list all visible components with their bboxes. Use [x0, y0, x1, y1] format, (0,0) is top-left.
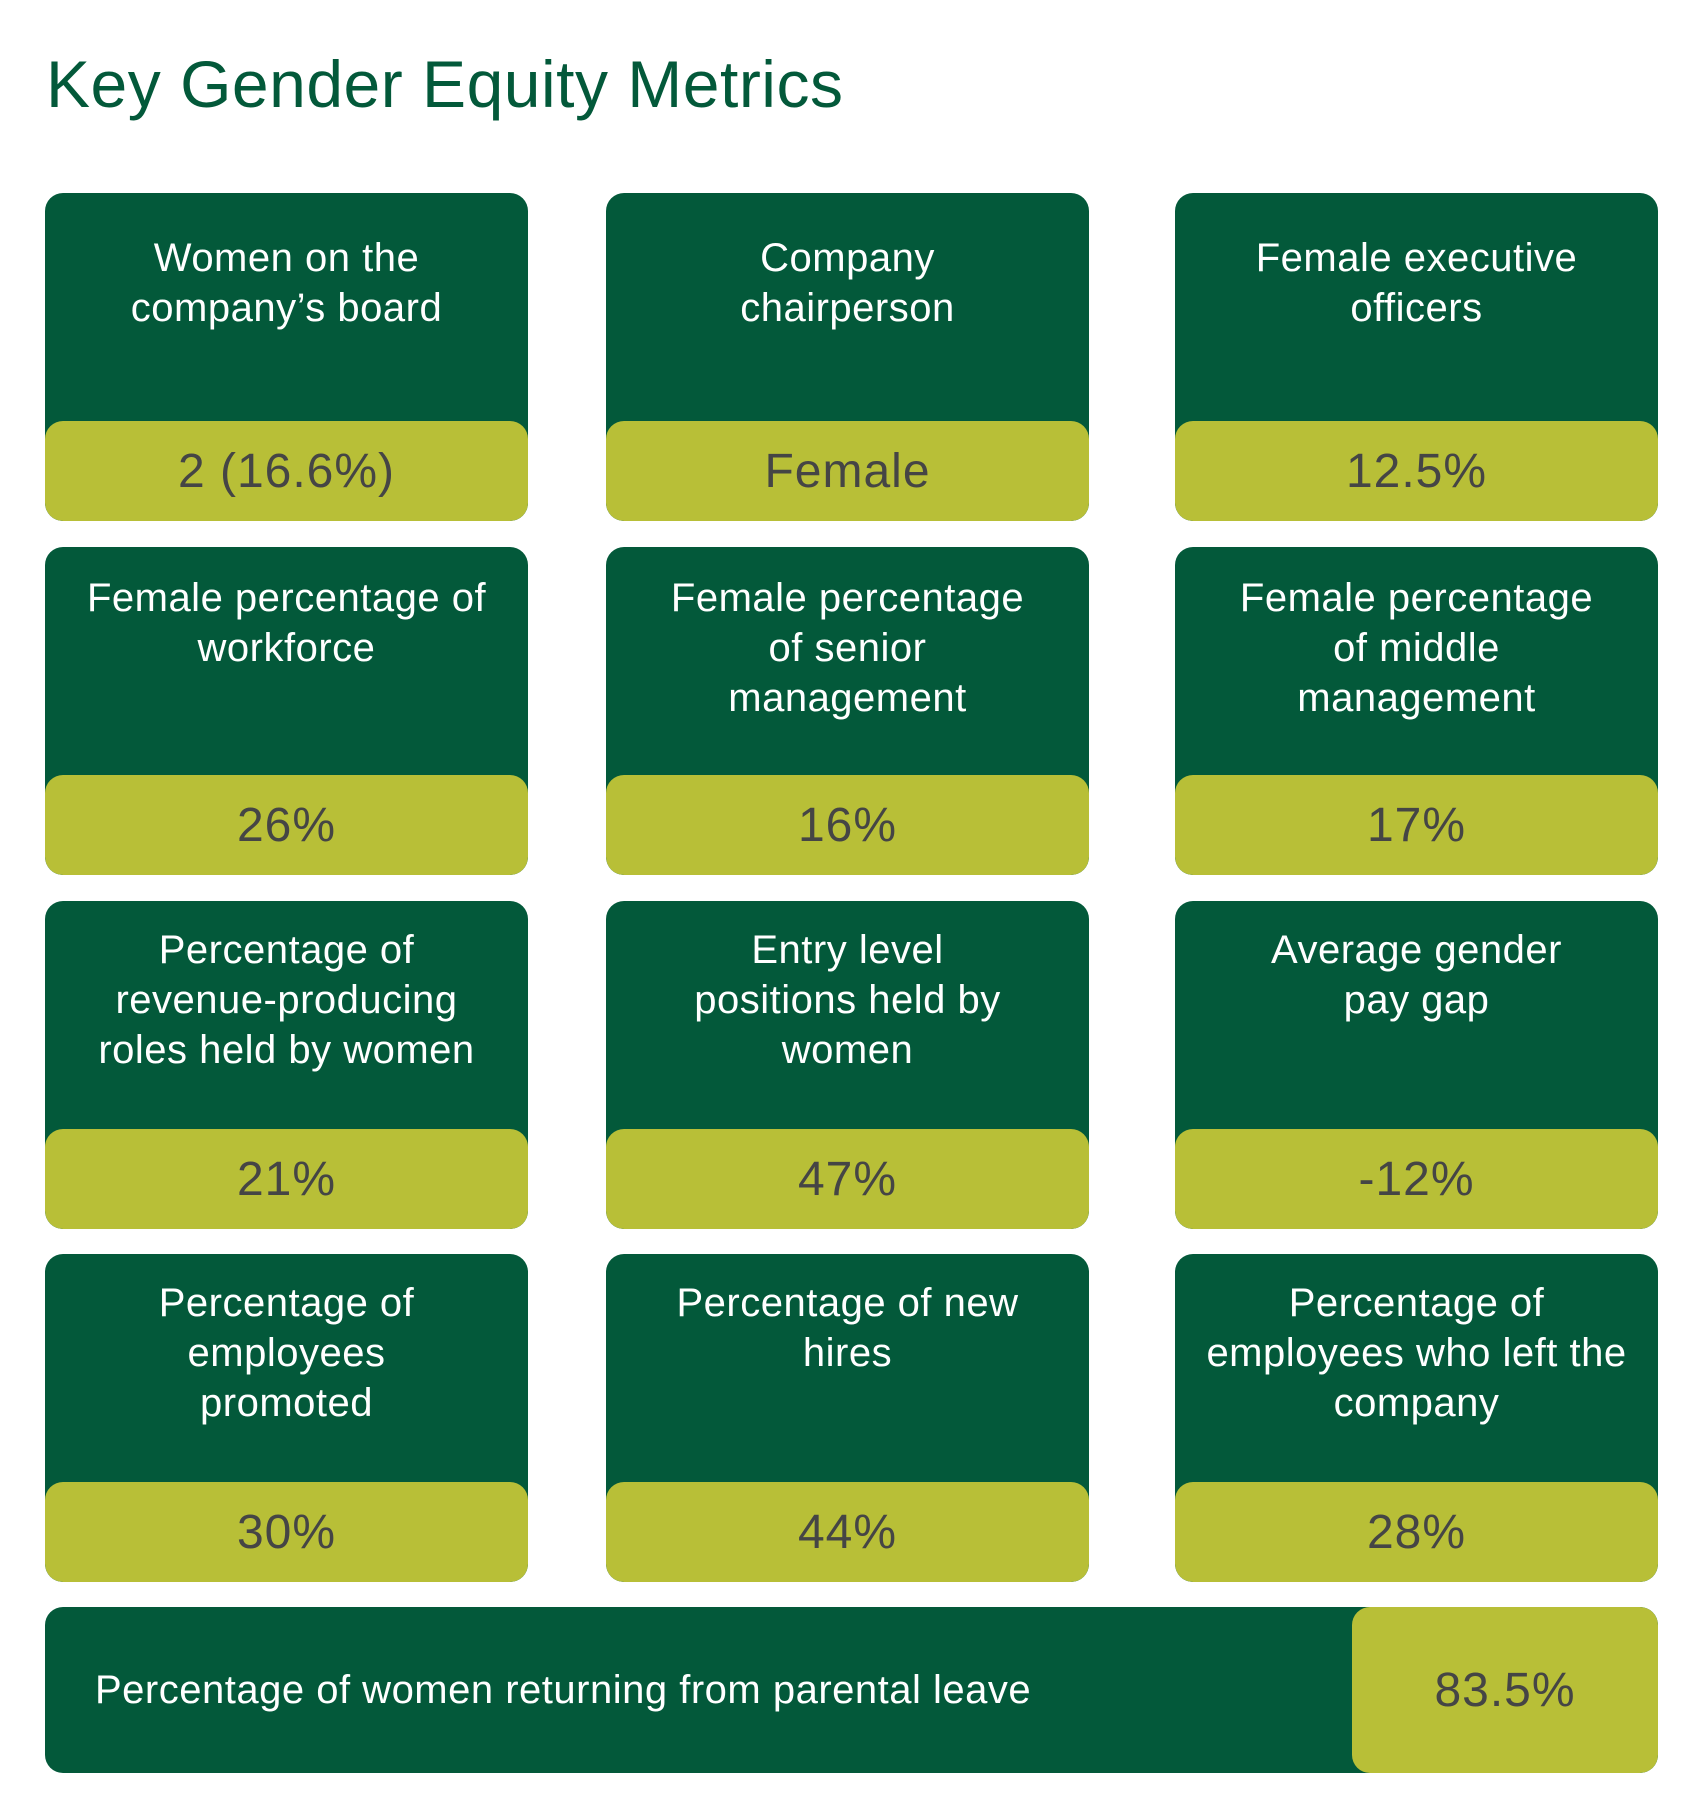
metric-label: Female percentage of workforce [86, 576, 487, 670]
metric-label: Percentage of new hires [676, 1281, 1019, 1375]
metric-label: Entry level positions held by women [694, 928, 1001, 1072]
metric-label: Female percentage of senior management [670, 576, 1025, 720]
metric-card-employees-left: Percentage of employees who left the com… [1175, 1254, 1658, 1582]
metric-card-board: Women on the company’s board 2 (16.6%) [45, 193, 528, 521]
metric-card-new-hires: Percentage of new hires 44% [606, 1254, 1089, 1582]
metric-value: 30% [45, 1482, 528, 1582]
metric-card-parental-leave: Percentage of women returning from paren… [45, 1607, 1658, 1773]
metric-label: Percentage of employees who left the com… [1206, 1281, 1627, 1425]
metric-value: 2 (16.6%) [45, 421, 528, 521]
metric-value: 28% [1175, 1482, 1658, 1582]
metric-label: Percentage of women returning from paren… [95, 1667, 1032, 1712]
page-title: Key Gender Equity Metrics [46, 47, 844, 121]
metric-value: 47% [606, 1129, 1089, 1229]
metric-value: 21% [45, 1129, 528, 1229]
metric-card-workforce: Female percentage of workforce 26% [45, 547, 528, 875]
metric-card-entry-level: Entry level positions held by women 47% [606, 901, 1089, 1229]
metric-card-senior-management: Female percentage of senior management 1… [606, 547, 1089, 875]
metric-card-middle-management: Female percentage of middle management 1… [1175, 547, 1658, 875]
metric-label: Percentage of employees promoted [158, 1281, 415, 1425]
metric-label: Average gender pay gap [1271, 928, 1562, 1022]
metric-card-revenue-roles: Percentage of revenue-producing roles he… [45, 901, 528, 1229]
metric-value: 83.5% [1352, 1607, 1658, 1773]
metric-value: -12% [1175, 1129, 1658, 1229]
metric-value: 16% [606, 775, 1089, 875]
metric-card-executive-officers: Female executive officers 12.5% [1175, 193, 1658, 521]
metric-label: Female percentage of middle management [1239, 576, 1594, 720]
metric-card-promoted: Percentage of employees promoted 30% [45, 1254, 528, 1582]
metric-value: 12.5% [1175, 421, 1658, 521]
metric-label: Percentage of revenue-producing roles he… [98, 928, 475, 1072]
metric-value: 26% [45, 775, 528, 875]
metric-value: 44% [606, 1482, 1089, 1582]
metric-card-chairperson: Company chairperson Female [606, 193, 1089, 521]
metric-value: Female [606, 421, 1089, 521]
metric-label: Women on the company’s board [130, 236, 443, 330]
metric-label: Company chairperson [740, 236, 955, 330]
metric-label: Female executive officers [1255, 236, 1578, 330]
metric-card-pay-gap: Average gender pay gap -12% [1175, 901, 1658, 1229]
metric-value: 17% [1175, 775, 1658, 875]
